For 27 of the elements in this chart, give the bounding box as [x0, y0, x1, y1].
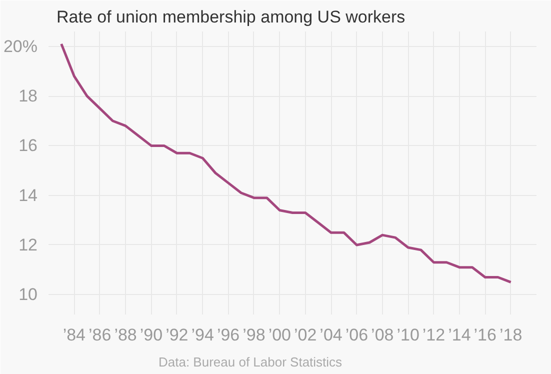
x-tick-label: ’02	[294, 326, 317, 344]
y-tick-label: 12	[18, 235, 38, 254]
y-tick-label: 20%	[3, 36, 38, 56]
x-tick-label: ’04	[320, 326, 342, 344]
x-tick-label: ’94	[191, 326, 214, 344]
x-tick-label: ’18	[499, 326, 522, 344]
x-tick-label: ’92	[166, 326, 188, 344]
y-tick-label: 16	[18, 136, 38, 156]
y-tick-label: 10	[18, 285, 38, 304]
chart-title: Rate of union membership among US workers	[56, 8, 406, 26]
y-tick-label: 14	[18, 186, 38, 205]
x-tick-label: ’86	[88, 326, 112, 344]
x-tick-label: ’90	[140, 326, 163, 344]
text: Data: Bureau of Labor Statistics	[158, 354, 343, 370]
x-tick-label: ’08	[371, 326, 394, 344]
x-tick-label: ’12	[422, 326, 446, 344]
x-tick-label: ’88	[114, 326, 137, 344]
x-tick-label: ’10	[396, 326, 420, 344]
line-series	[60, 42, 512, 284]
x-tick-label: ’16	[474, 326, 496, 344]
x-tick-label: ’84	[62, 326, 86, 344]
y-tick-label: 18	[18, 86, 38, 106]
x-tick-label: ’14	[448, 326, 471, 344]
x-tick-label: ’06	[345, 326, 368, 344]
x-tick-label: ’00	[268, 326, 291, 344]
x-tick-label: ’96	[216, 326, 240, 344]
x-tick-label: ’98	[242, 326, 266, 344]
